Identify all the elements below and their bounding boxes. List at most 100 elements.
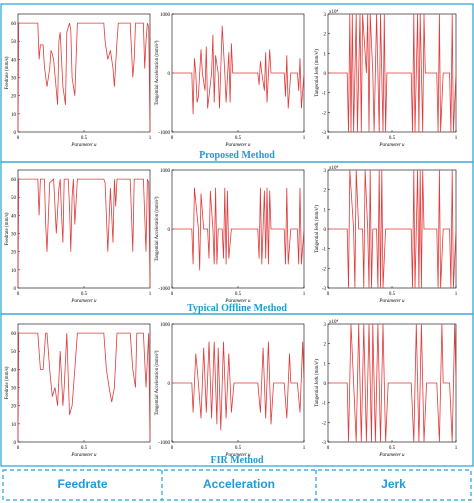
y-tick-label: 20 [11, 95, 17, 100]
y-tick-label: -1000 [158, 131, 170, 136]
chart-0: 0 10 20 30 40 50 60 0 0.5 1 Parameter u Feedrate (m… [5, 13, 152, 148]
y-tick-label: 0 [14, 287, 17, 292]
y-tick-label: 1 [324, 362, 327, 367]
series-line [172, 187, 305, 271]
x-tick-label: 1 [303, 292, 306, 297]
x-axis-label: Parameter u [378, 143, 405, 148]
footer-label-acceleration: Acceleration [202, 477, 276, 491]
x-axis-label: Parameter u [224, 453, 251, 458]
series-line [328, 323, 457, 443]
chart-6: 0 10 20 30 40 50 60 0 0.5 1 Parameter u Feedrate (m… [5, 323, 152, 458]
y-tick-label: 3 [324, 169, 327, 174]
series-line [328, 13, 457, 133]
y-axis-label: Tangential Acceleration (mm/s²) [154, 40, 160, 105]
x-tick-label: 0 [171, 136, 174, 141]
method-title-offline: Typical Offline Method [187, 303, 287, 314]
x-tick-label: 0 [171, 446, 174, 451]
y-axis-label: Tangential Jerk (mm/s³) [314, 205, 320, 253]
series-line [17, 22, 151, 133]
y-tick-label: 1 [324, 208, 327, 213]
y-tick-label: 0 [168, 228, 171, 233]
y-tick-label: -2 [322, 267, 327, 272]
y-tick-label: 0 [324, 382, 327, 387]
x-tick-label: 1 [303, 446, 306, 451]
y-tick-label: -3 [322, 441, 327, 446]
y-tick-label: 30 [11, 233, 17, 238]
x-tick-label: 1 [455, 446, 458, 451]
x-tick-label: 1 [149, 446, 152, 451]
y-tick-label: 1000 [160, 169, 171, 174]
x-axis-label: Parameter u [70, 453, 97, 458]
y-tick-label: 50 [11, 40, 17, 45]
y-tick-label: 1 [324, 52, 327, 57]
x-tick-label: 1 [455, 292, 458, 297]
x-tick-label: 0 [17, 136, 20, 141]
x-tick-label: 1 [149, 292, 152, 297]
y-tick-label: -1000 [158, 287, 170, 292]
y-tick-label: 60 [11, 22, 17, 27]
row-frame-fir [0, 313, 474, 467]
y-axis-label: Tangential Jerk (mm/s³) [314, 49, 320, 97]
y-tick-label: -1000 [158, 441, 170, 446]
x-tick-label: 0.5 [235, 136, 242, 141]
y-tick-label: 0 [168, 72, 171, 77]
y-tick-label: 1000 [160, 13, 171, 18]
y-tick-label: -3 [322, 287, 327, 292]
x-tick-label: 1 [455, 136, 458, 141]
x-tick-label: 0.5 [235, 292, 242, 297]
method-title-fir: FIR Method [210, 455, 263, 466]
y-tick-label: 50 [11, 196, 17, 201]
y-tick-label: 50 [11, 350, 17, 355]
y-tick-label: 60 [11, 332, 17, 337]
y-axis-label: Feedrate (mm/s) [5, 56, 10, 89]
y-tick-label: -2 [322, 111, 327, 116]
y-tick-label: 2 [324, 343, 327, 348]
x-tick-label: 0.5 [81, 446, 88, 451]
y-tick-label: 0 [324, 228, 327, 233]
footer-bar [2, 469, 472, 501]
chart-3: 0 10 20 30 40 50 60 0 0.5 1 Parameter u Feedrate (m… [5, 169, 152, 304]
x-axis-label: Parameter u [224, 299, 251, 304]
series-line [172, 341, 305, 431]
y-tick-label: 40 [11, 214, 17, 219]
y-tick-label: 1000 [160, 323, 171, 328]
x-tick-label: 0 [327, 446, 330, 451]
y-tick-label: 10 [11, 113, 17, 118]
chart-5: -3 -2 -1 0 1 2 3 0 0.5 1 Parameter u Tangential Jer… [314, 165, 458, 304]
series-line [17, 178, 151, 289]
y-axis-label: Tangential Acceleration (mm/s²) [154, 196, 160, 261]
y-tick-label: -3 [322, 131, 327, 136]
series-line [17, 332, 151, 443]
x-axis-label: Parameter u [224, 143, 251, 148]
series-line [328, 169, 457, 289]
y-tick-label: 30 [11, 387, 17, 392]
y-tick-label: 40 [11, 58, 17, 63]
x-tick-label: 0 [17, 292, 20, 297]
y-tick-label: -1 [322, 248, 327, 253]
scale-note: x10⁴ [329, 165, 339, 171]
x-tick-label: 0 [327, 292, 330, 297]
y-axis-label: Feedrate (mm/s) [5, 366, 10, 399]
y-tick-label: 3 [324, 13, 327, 18]
y-tick-label: 0 [14, 131, 17, 136]
y-tick-label: 10 [11, 423, 17, 428]
y-tick-label: 0 [168, 382, 171, 387]
chart-2: -3 -2 -1 0 1 2 3 0 0.5 1 Parameter u Tangential Jer… [314, 9, 458, 148]
x-tick-label: 0.5 [389, 292, 396, 297]
x-tick-label: 0.5 [235, 446, 242, 451]
x-axis-label: Parameter u [70, 299, 97, 304]
x-tick-label: 0.5 [389, 446, 396, 451]
plot-frame [17, 323, 151, 443]
x-axis-label: Parameter u [70, 143, 97, 148]
method-title-proposed: Proposed Method [199, 150, 275, 161]
x-tick-label: 0 [17, 446, 20, 451]
footer-label-feedrate: Feedrate [57, 477, 108, 491]
y-tick-label: 0 [324, 72, 327, 77]
scale-note: x10⁴ [329, 9, 339, 15]
y-tick-label: 0 [14, 441, 17, 446]
